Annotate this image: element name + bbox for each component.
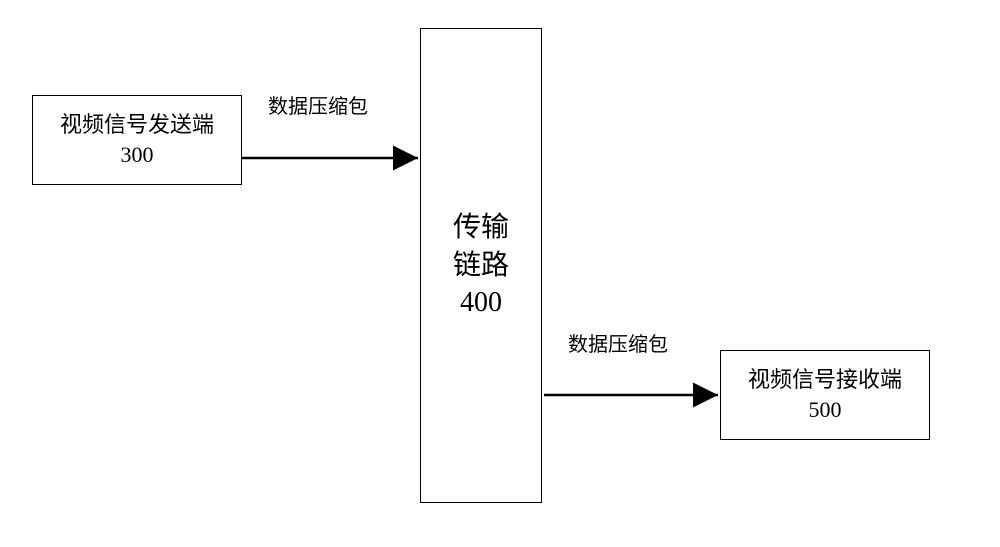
edge-link-to-receiver (0, 0, 1000, 547)
edge-label-e2: 数据压缩包 (568, 328, 668, 357)
diagram-canvas: 视频信号发送端 300 传输 链路 400 视频信号接收端 500 数据压缩包 … (0, 0, 1000, 547)
